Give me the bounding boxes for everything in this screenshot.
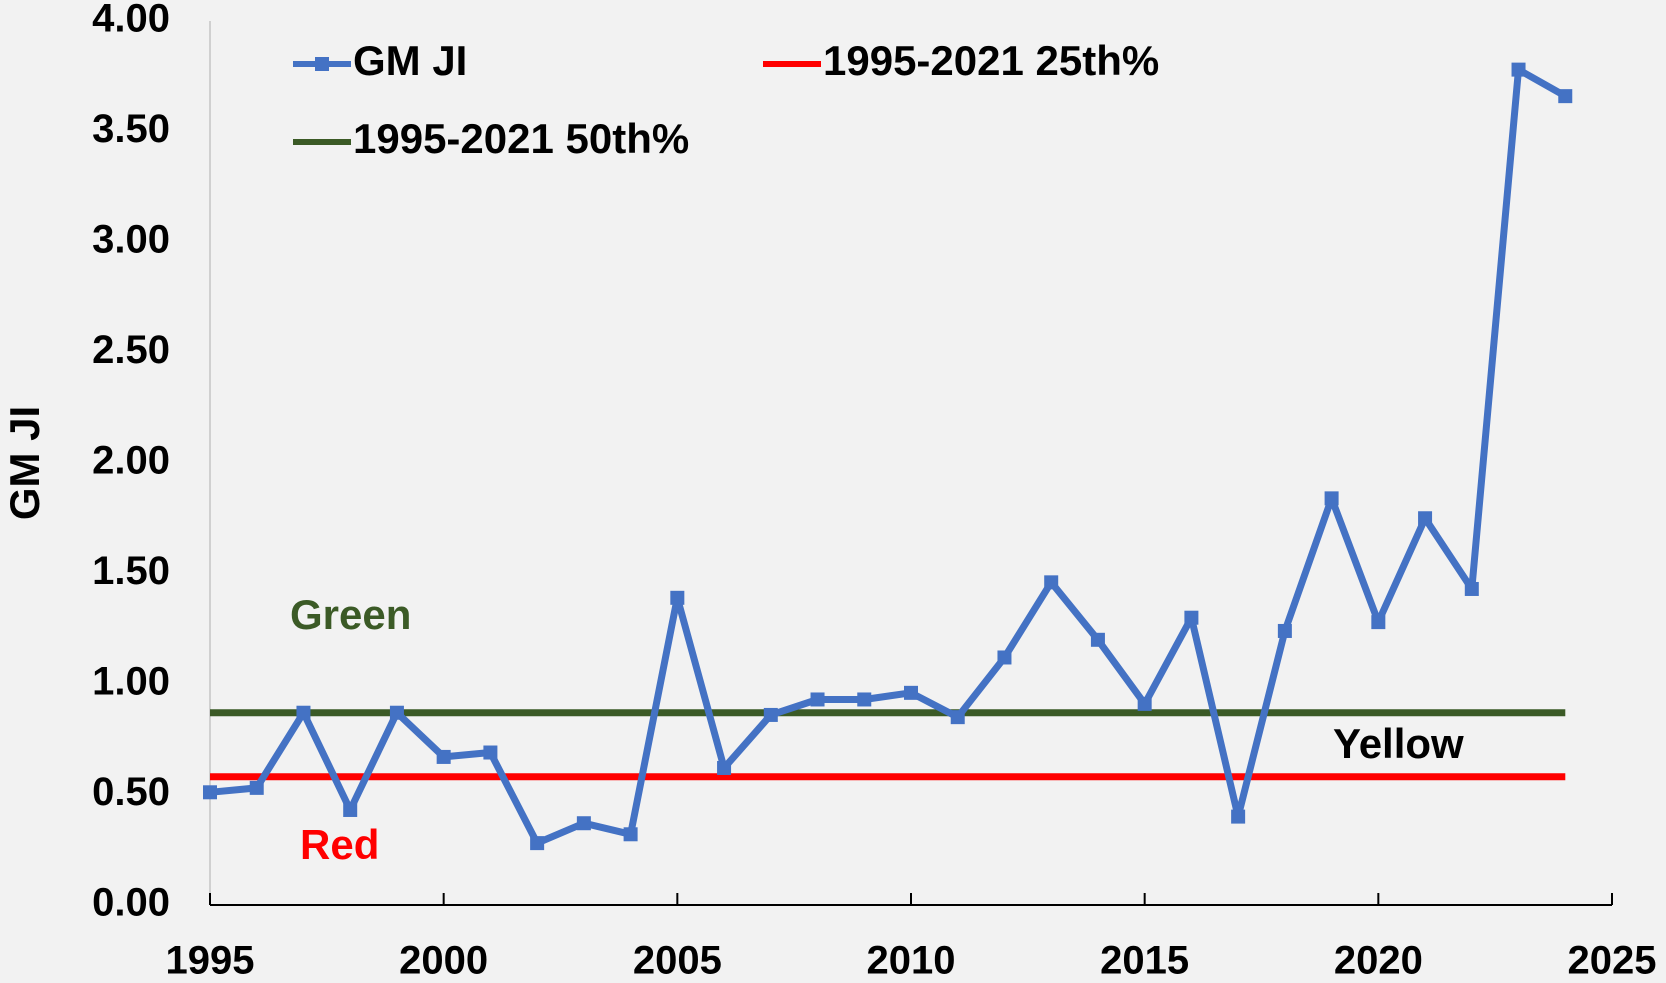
point	[483, 745, 498, 760]
point	[530, 836, 545, 851]
point	[296, 705, 311, 720]
point	[1137, 696, 1152, 711]
y-tick-label: 2.00	[92, 439, 170, 483]
x-tick-label: 2010	[867, 939, 956, 983]
x-tick-label: 2000	[399, 939, 488, 983]
y-tick-label: 2.50	[92, 328, 170, 372]
point	[904, 685, 918, 700]
point	[717, 760, 732, 775]
legend-label: 1995-2021 25th%	[823, 37, 1159, 84]
point	[389, 705, 404, 720]
legend-label: 1995-2021 50th%	[353, 115, 689, 162]
point	[997, 650, 1012, 665]
y-tick-label: 0.50	[92, 770, 170, 814]
x-tick-label: 2025	[1568, 939, 1657, 983]
point	[1464, 581, 1479, 596]
x-tick-label: 2020	[1334, 939, 1423, 983]
y-tick-label: 1.00	[92, 660, 170, 704]
point	[436, 749, 451, 764]
point	[950, 710, 965, 725]
annotation: Yellow	[1333, 720, 1464, 767]
point	[343, 802, 358, 817]
point	[1371, 615, 1386, 630]
x-tick-label: 2005	[633, 939, 722, 983]
annotation: Green	[290, 591, 411, 638]
point	[1418, 511, 1433, 526]
legend-marker	[315, 57, 329, 71]
y-tick-label: 1.50	[92, 549, 170, 593]
point	[249, 780, 264, 795]
y-tick-label: 4.00	[92, 0, 170, 41]
point	[623, 827, 638, 842]
y-tick-label: 0.00	[92, 881, 170, 925]
point	[1277, 623, 1292, 638]
point	[763, 707, 778, 722]
point	[670, 590, 685, 605]
point	[1558, 89, 1573, 104]
point	[203, 785, 217, 800]
point	[1511, 62, 1526, 77]
x-tick-label: 2015	[1100, 939, 1189, 983]
y-tick-label: 3.00	[92, 218, 170, 262]
annotation: Red	[300, 821, 379, 868]
point	[1231, 809, 1246, 824]
point	[1044, 575, 1059, 590]
point	[576, 816, 591, 831]
y-tick-label: 3.50	[92, 107, 170, 151]
x-tick-label: 1995	[166, 939, 255, 983]
series-line	[209, 66, 1568, 847]
y-axis-title: GM JI	[1, 406, 48, 520]
point	[857, 692, 872, 707]
point	[1090, 632, 1105, 647]
point	[1184, 610, 1199, 625]
point	[1324, 491, 1339, 506]
point	[810, 692, 825, 707]
legend-label: GM JI	[353, 37, 467, 84]
